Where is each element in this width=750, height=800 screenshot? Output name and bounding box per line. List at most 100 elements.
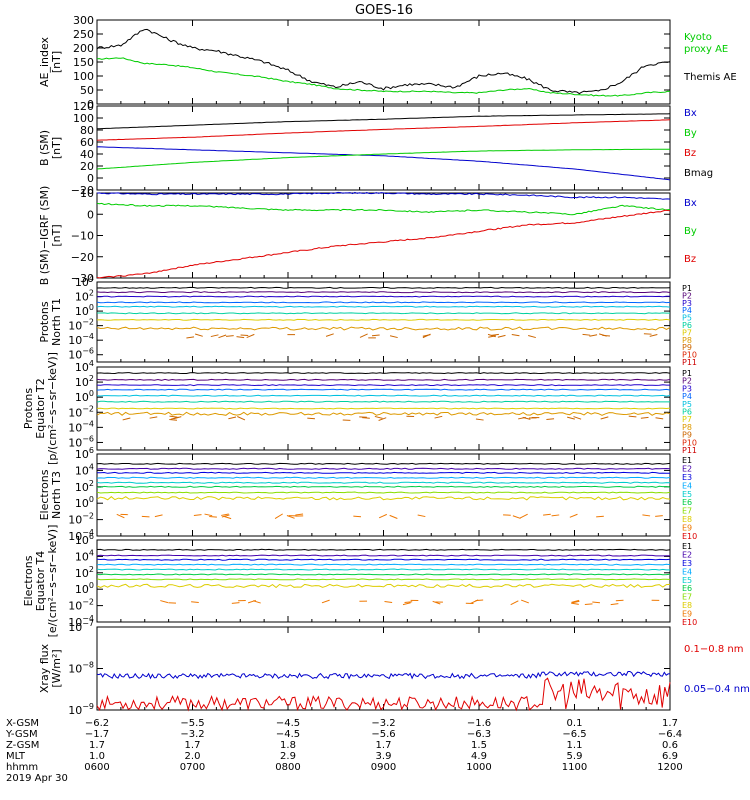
- flux-segment-8: [221, 513, 229, 516]
- flux-segment-8: [600, 416, 609, 420]
- y-axis-label: ProtonsEquator T2[p/(cm²−s−sr−keV)]: [22, 352, 59, 465]
- legend-ee-2: E3: [682, 559, 692, 568]
- flux-segment-8: [246, 333, 255, 339]
- legend-en-7: E8: [682, 515, 692, 524]
- flux-segment-8: [371, 334, 380, 337]
- flux-segment-8: [209, 516, 217, 518]
- flux-segment-8: [286, 515, 295, 519]
- flux-segment-8: [520, 599, 529, 604]
- y-tick-label: 10−2: [68, 598, 94, 613]
- flux-segment-8: [546, 418, 555, 421]
- flux-segment-8: [488, 335, 496, 338]
- legend-ee-1: E2: [682, 550, 692, 559]
- legend-pn-6: P7: [682, 328, 692, 337]
- y-tick-label: 102: [75, 374, 94, 389]
- x-axis-row-value: −6.3: [467, 729, 491, 740]
- panel-frame: [96, 453, 671, 537]
- x-axis-row-value: −5.6: [371, 729, 395, 740]
- series-line-1: [96, 28, 671, 95]
- legend-pn-8: P9: [682, 343, 692, 352]
- flux-segment-8: [389, 335, 398, 339]
- legend-ee-4: E5: [682, 576, 692, 585]
- y-tick-label: −10: [71, 230, 94, 243]
- flux-line-1: [96, 467, 671, 470]
- flux-segment-8: [649, 334, 658, 337]
- flux-line-3: [96, 563, 671, 566]
- y-tick-label: 10−2: [68, 512, 94, 527]
- x-axis-row-value: 1000: [466, 762, 491, 773]
- flux-segment-8: [628, 415, 637, 418]
- flux-line-5: [96, 485, 671, 488]
- y-tick-label: 80: [80, 124, 94, 137]
- legend-en-2: E3: [682, 473, 692, 482]
- flux-segment-8: [228, 416, 237, 420]
- x-axis-row-value: −6.5: [562, 729, 586, 740]
- flux-segment-8: [582, 333, 591, 336]
- x-axis-row-value: 4.9: [471, 751, 487, 762]
- x-axis-row-value: 1100: [562, 762, 587, 773]
- flux-segment-8: [122, 417, 131, 421]
- legend-en-3: E4: [682, 481, 692, 490]
- legend-pn-2: P3: [682, 299, 692, 308]
- flux-line-5: [96, 573, 671, 576]
- x-axis-row-value: 1.7: [185, 740, 201, 751]
- flux-segment-8: [518, 416, 526, 420]
- flux-segment-8: [225, 335, 234, 337]
- flux-segment-8: [378, 417, 387, 421]
- legend-ee-5: E6: [682, 584, 692, 593]
- x-axis-row-label: MLT: [6, 751, 26, 762]
- legend-ee-0: E1: [682, 542, 692, 551]
- flux-segment-8: [231, 602, 240, 604]
- y-tick-label: 104: [75, 274, 94, 289]
- flux-segment-8: [417, 514, 426, 518]
- legend-pe-7: P8: [682, 423, 692, 432]
- legend-ee-7: E8: [682, 601, 692, 610]
- flux-line-7: [96, 496, 671, 501]
- legend-pn-3: P4: [682, 306, 692, 315]
- flux-segment-8: [218, 334, 227, 339]
- y-tick-label: 102: [75, 565, 94, 580]
- flux-segment-8: [389, 514, 398, 519]
- series-line-1: [96, 148, 670, 170]
- legend-pe-1: P2: [682, 377, 692, 386]
- x-axis-row-value: 0600: [84, 762, 109, 773]
- legend-bsm-0: Bx: [684, 108, 697, 119]
- y-tick-label: 10−9: [68, 702, 94, 717]
- y-tick-label: 100: [73, 112, 94, 125]
- y-tick-label: −20: [71, 184, 94, 197]
- series-line-2: [96, 209, 671, 279]
- flux-segment-8: [169, 415, 178, 418]
- series-line-2: [96, 119, 671, 141]
- legend-en-1: E2: [682, 464, 692, 473]
- y-axis-label: ElectronsEquator T4[e/(cm²−s−sr−keV)]: [22, 525, 59, 638]
- series-line-1: [96, 202, 671, 216]
- legend-pe-0: P1: [682, 369, 692, 378]
- y-tick-label: 0: [87, 172, 94, 185]
- flux-segment-8: [149, 416, 158, 419]
- flux-segment-8: [307, 417, 315, 420]
- y-tick-label: 102: [75, 479, 94, 494]
- legend-en-9: E10: [682, 532, 697, 541]
- y-axis-label: ElectronsNorth T3: [38, 469, 63, 520]
- flux-segment-8: [169, 419, 178, 421]
- flux-line-4: [96, 394, 671, 397]
- series-line-0: [96, 57, 671, 97]
- flux-line-1: [96, 378, 671, 381]
- flux-segment-8: [193, 514, 202, 516]
- y-tick-label: 10−2: [68, 404, 94, 419]
- legend-pe-4: P5: [682, 400, 692, 409]
- legend-pn-7: P8: [682, 336, 692, 345]
- y-tick-label: 250: [73, 28, 94, 41]
- flux-segment-8: [210, 334, 219, 338]
- flux-segment-8: [191, 601, 199, 603]
- flux-segment-8: [602, 334, 611, 337]
- legend-ee-9: E10: [682, 618, 697, 627]
- legend-en-4: E5: [682, 490, 692, 499]
- flux-line-6: [96, 407, 671, 410]
- flux-line-4: [96, 481, 671, 484]
- legend-xray-1: 0.05−0.4 nm: [684, 684, 750, 695]
- x-axis-row-value: −3.2: [371, 718, 395, 729]
- flux-segment-8: [223, 515, 232, 520]
- y-tick-label: 100: [75, 303, 94, 318]
- legend-pe-8: P9: [682, 431, 692, 440]
